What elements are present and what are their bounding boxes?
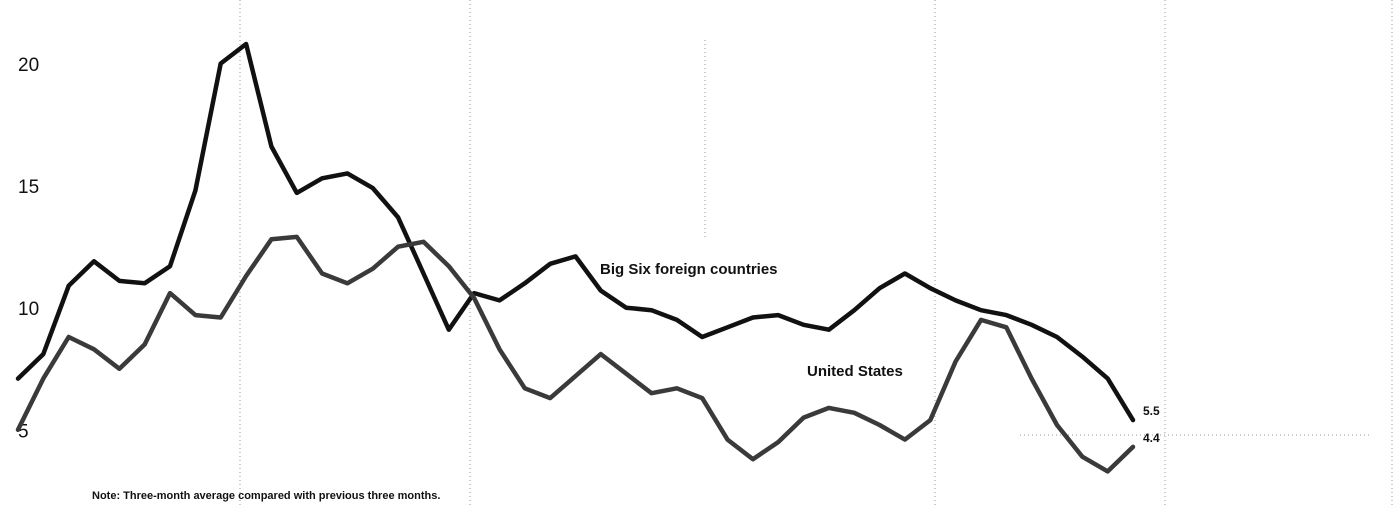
series-label: United States	[807, 363, 903, 380]
y-tick-label: 15	[18, 177, 39, 198]
series-line	[15, 234, 1136, 474]
y-tick-label: 20	[18, 55, 39, 76]
series-line	[15, 41, 1136, 423]
series-label: Big Six foreign countries	[600, 261, 778, 278]
y-tick-label: 5	[18, 421, 29, 442]
end-value-label: 5.5	[1143, 404, 1160, 418]
y-tick-label: 10	[18, 299, 39, 320]
chart-note: Note: Three-month average compared with …	[92, 490, 440, 502]
end-value-label: 4.4	[1143, 431, 1160, 445]
